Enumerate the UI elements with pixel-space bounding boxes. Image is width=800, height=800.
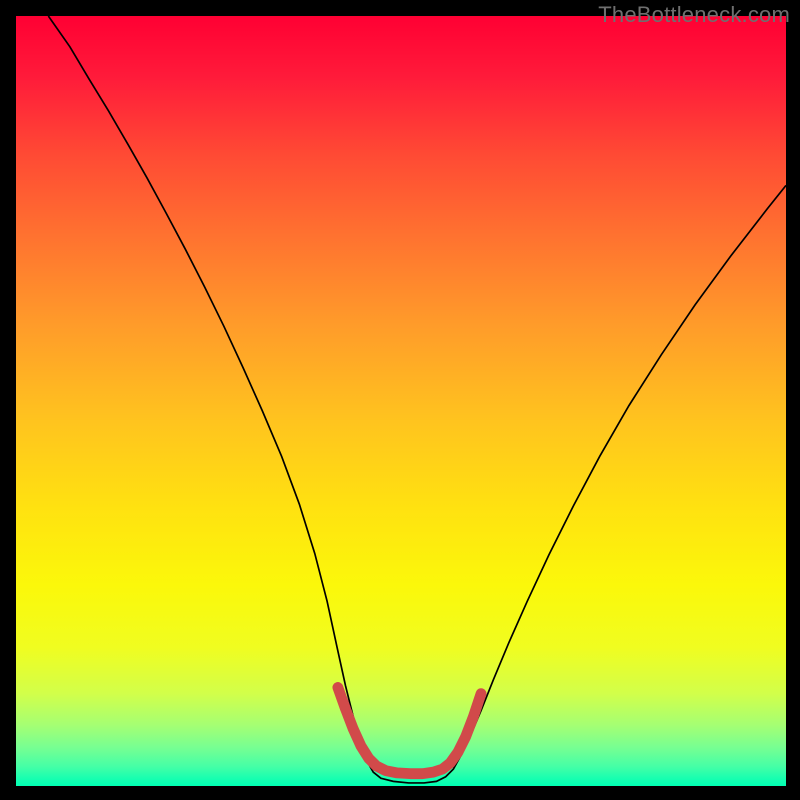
chart-outer-frame: TheBottleneck.com — [0, 0, 800, 800]
plot-area — [16, 16, 786, 786]
plot-svg — [16, 16, 786, 786]
watermark-text: TheBottleneck.com — [598, 2, 790, 28]
gradient-background — [16, 16, 786, 786]
